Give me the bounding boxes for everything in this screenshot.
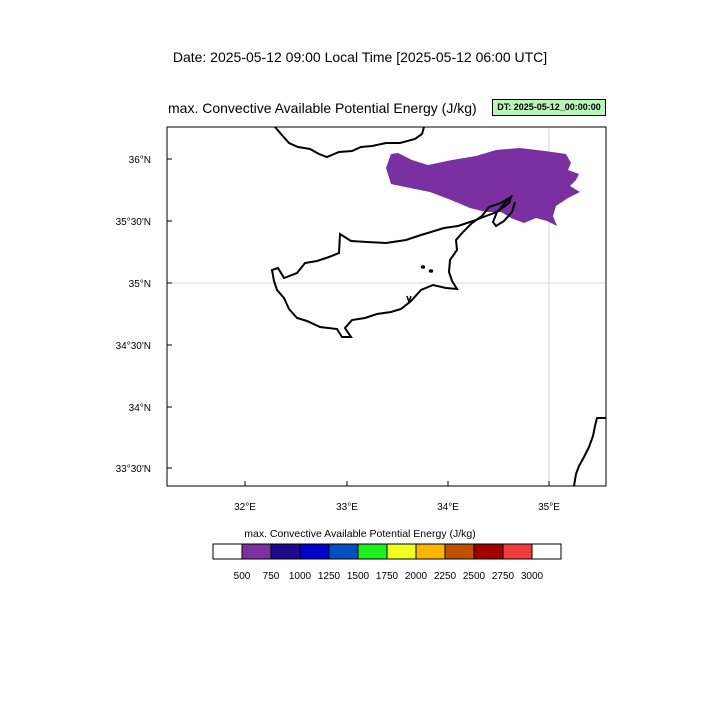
cape-area [386, 148, 580, 226]
coastline-north [274, 127, 425, 159]
colorbar-swatch [502, 543, 533, 560]
lon-tick-label: 32°E [234, 502, 256, 513]
colorbar-label: 500 [234, 571, 251, 582]
lat-tick-label: 35°N [129, 279, 151, 290]
lat-tick-label: 34°N [129, 403, 151, 414]
colorbar-label: 1500 [347, 571, 370, 582]
colorbar-swatch [473, 543, 504, 560]
colorbar-label: 2750 [492, 571, 515, 582]
colorbar-title: max. Convective Available Potential Ener… [244, 528, 476, 540]
colorbar-label: 3000 [521, 571, 544, 582]
colorbar-label: 2250 [434, 571, 457, 582]
colorbar-swatch [241, 543, 272, 560]
colorbar-swatch [444, 543, 475, 560]
colorbar-swatch [415, 543, 446, 560]
coastline-levant [573, 417, 606, 486]
colorbar-labels: 500 750 1000 1250 1500 1750 2000 2250 25… [234, 571, 544, 582]
colorbar-swatch [328, 543, 359, 560]
colorbar-swatch [386, 543, 417, 560]
cyprus-inlet [406, 295, 412, 305]
colorbar-label: 1750 [376, 571, 399, 582]
colorbar-swatch [357, 543, 388, 560]
cyprus-outline [270, 194, 513, 338]
reservoir-1 [420, 265, 426, 269]
colorbar [212, 543, 562, 560]
reservoir-2 [428, 269, 434, 273]
map-panel: 32°E 33°E 34°E 35°E 36°N 35°30'N 35°N 34… [116, 126, 607, 513]
colorbar-swatch [531, 543, 562, 560]
date-line: Date: 2025-05-12 09:00 Local Time [2025-… [172, 49, 548, 65]
lat-tick-label: 34°30'N [116, 341, 151, 352]
lat-tick-label: 35°30'N [116, 217, 151, 228]
lon-tick-label: 34°E [437, 502, 459, 513]
coastline-northeast [491, 195, 516, 228]
map-frame [166, 126, 607, 487]
colorbar-label: 2000 [405, 571, 428, 582]
colorbar-label: 2500 [463, 571, 486, 582]
lon-tick-label: 35°E [538, 502, 560, 513]
panel-title: max. Convective Available Potential Ener… [168, 100, 477, 116]
colorbar-label: 1250 [318, 571, 341, 582]
colorbar-swatch [299, 543, 330, 560]
colorbar-label: 1000 [289, 571, 312, 582]
lat-tick-label: 36°N [129, 155, 151, 166]
axis-ticks [167, 158, 550, 486]
lon-tick-label: 33°E [336, 502, 358, 513]
dt-badge: DT: 2025-05-12_00:00:00 [492, 99, 606, 116]
colorbar-swatch [270, 543, 301, 560]
lat-tick-label: 33°30'N [116, 464, 151, 475]
colorbar-swatch [212, 543, 243, 560]
colorbar-label: 750 [263, 571, 280, 582]
